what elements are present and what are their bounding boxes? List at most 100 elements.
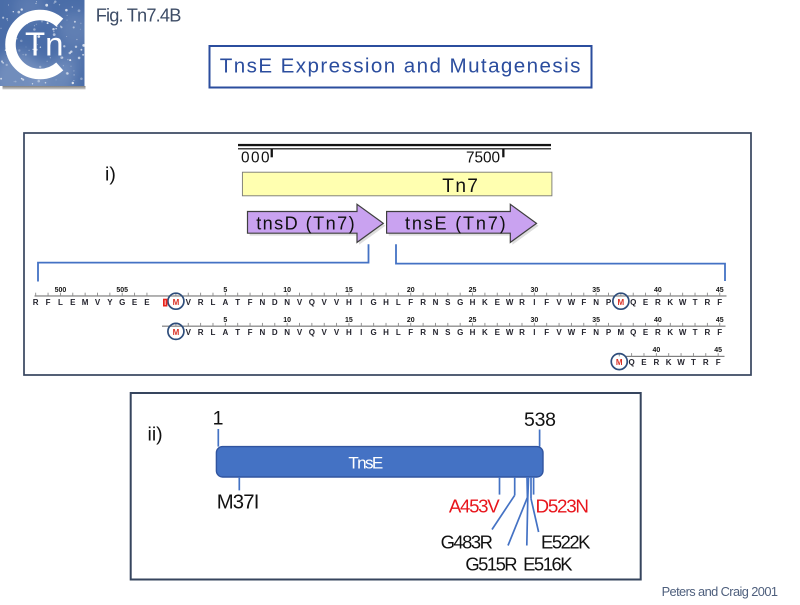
svg-text:TnsE: TnsE — [348, 453, 383, 472]
svg-text:N: N — [433, 298, 439, 307]
svg-text:V: V — [95, 298, 101, 307]
svg-text:M: M — [618, 298, 625, 307]
svg-text:M: M — [173, 298, 180, 307]
svg-text:15: 15 — [345, 287, 353, 294]
svg-text:10: 10 — [283, 317, 291, 324]
svg-text:T: T — [235, 298, 240, 307]
svg-text:A: A — [222, 328, 228, 337]
svg-text:K: K — [667, 328, 673, 337]
svg-text:F: F — [581, 328, 586, 337]
svg-text:505: 505 — [116, 287, 128, 294]
svg-text:I: I — [533, 328, 535, 337]
svg-text:W: W — [679, 298, 687, 307]
svg-text:Tn7: Tn7 — [442, 176, 479, 197]
svg-text:F: F — [248, 298, 253, 307]
svg-text:Tn: Tn — [25, 26, 64, 63]
svg-text:T: T — [693, 328, 698, 337]
svg-text:5: 5 — [223, 287, 227, 294]
svg-text:R: R — [704, 298, 710, 307]
svg-text:L: L — [58, 298, 63, 307]
svg-text:45: 45 — [716, 317, 724, 324]
svg-text:W: W — [568, 298, 576, 307]
svg-text:T: T — [693, 298, 698, 307]
svg-text:R: R — [519, 328, 525, 337]
svg-text:P: P — [606, 328, 612, 337]
svg-text:R: R — [703, 358, 709, 367]
svg-text:K: K — [482, 328, 488, 337]
svg-text:I: I — [360, 298, 362, 307]
svg-text:D: D — [272, 328, 278, 337]
svg-text:E: E — [132, 298, 138, 307]
svg-text:ii): ii) — [148, 424, 163, 446]
svg-text:F: F — [716, 358, 721, 367]
svg-text:S: S — [445, 328, 451, 337]
svg-text:K: K — [482, 298, 488, 307]
svg-text:M: M — [82, 298, 89, 307]
svg-text:F: F — [248, 328, 253, 337]
svg-text:1: 1 — [213, 408, 224, 430]
svg-text:Peters and Craig 2001: Peters and Craig 2001 — [662, 584, 778, 599]
svg-text:20: 20 — [407, 317, 415, 324]
svg-text:E: E — [70, 298, 76, 307]
svg-text:G483R: G483R — [441, 532, 493, 553]
svg-text:I: I — [533, 298, 535, 307]
svg-text:E: E — [643, 328, 649, 337]
svg-text:N: N — [284, 298, 290, 307]
svg-text:V: V — [322, 328, 328, 337]
svg-text:tnsE (Tn7): tnsE (Tn7) — [405, 213, 507, 233]
svg-text:G: G — [371, 298, 377, 307]
svg-text:30: 30 — [530, 287, 538, 294]
svg-text:V: V — [556, 328, 562, 337]
svg-text:V: V — [334, 328, 340, 337]
svg-text:25: 25 — [469, 317, 477, 324]
svg-text:35: 35 — [592, 317, 600, 324]
svg-text:35: 35 — [592, 287, 600, 294]
svg-text:A: A — [222, 298, 228, 307]
svg-text:V: V — [186, 298, 192, 307]
svg-text:V: V — [297, 328, 303, 337]
svg-text:tnsD (Tn7): tnsD (Tn7) — [256, 213, 356, 233]
svg-text:10: 10 — [283, 287, 291, 294]
svg-text:P: P — [606, 298, 612, 307]
svg-text:40: 40 — [654, 287, 662, 294]
svg-text:F: F — [581, 298, 586, 307]
svg-text:G: G — [119, 298, 125, 307]
svg-text:G: G — [457, 298, 463, 307]
svg-text:E522K: E522K — [541, 532, 591, 553]
svg-text:i): i) — [105, 164, 116, 186]
svg-text:R: R — [198, 328, 204, 337]
svg-text:K: K — [666, 358, 672, 367]
svg-text:Q: Q — [629, 358, 635, 367]
svg-text:20: 20 — [407, 287, 415, 294]
svg-text:W: W — [677, 358, 685, 367]
svg-text:40: 40 — [654, 317, 662, 324]
svg-text:L: L — [211, 328, 216, 337]
svg-text:F: F — [544, 328, 549, 337]
svg-text:R: R — [198, 298, 204, 307]
svg-text:R: R — [704, 328, 710, 337]
svg-text:V: V — [322, 298, 328, 307]
svg-text:V: V — [334, 298, 340, 307]
svg-text:N: N — [593, 298, 599, 307]
svg-text:M: M — [173, 328, 180, 337]
svg-text:L: L — [396, 328, 401, 337]
svg-text:F: F — [408, 328, 413, 337]
svg-text:G515R: G515R — [465, 554, 517, 575]
svg-text:V: V — [297, 298, 303, 307]
svg-text:F: F — [46, 298, 51, 307]
svg-text:F: F — [544, 298, 549, 307]
svg-text:R: R — [653, 358, 659, 367]
svg-text:W: W — [568, 328, 576, 337]
svg-text:D: D — [272, 298, 278, 307]
svg-text:G: G — [457, 328, 463, 337]
svg-text:A453V: A453V — [449, 496, 500, 517]
svg-text:V: V — [556, 298, 562, 307]
svg-text:N: N — [593, 328, 599, 337]
svg-text:R: R — [519, 298, 525, 307]
svg-text:Q: Q — [630, 298, 636, 307]
svg-text:45: 45 — [716, 287, 724, 294]
svg-text:N: N — [284, 328, 290, 337]
svg-text:T: T — [691, 358, 696, 367]
svg-text:25: 25 — [469, 287, 477, 294]
svg-text:G: G — [371, 328, 377, 337]
